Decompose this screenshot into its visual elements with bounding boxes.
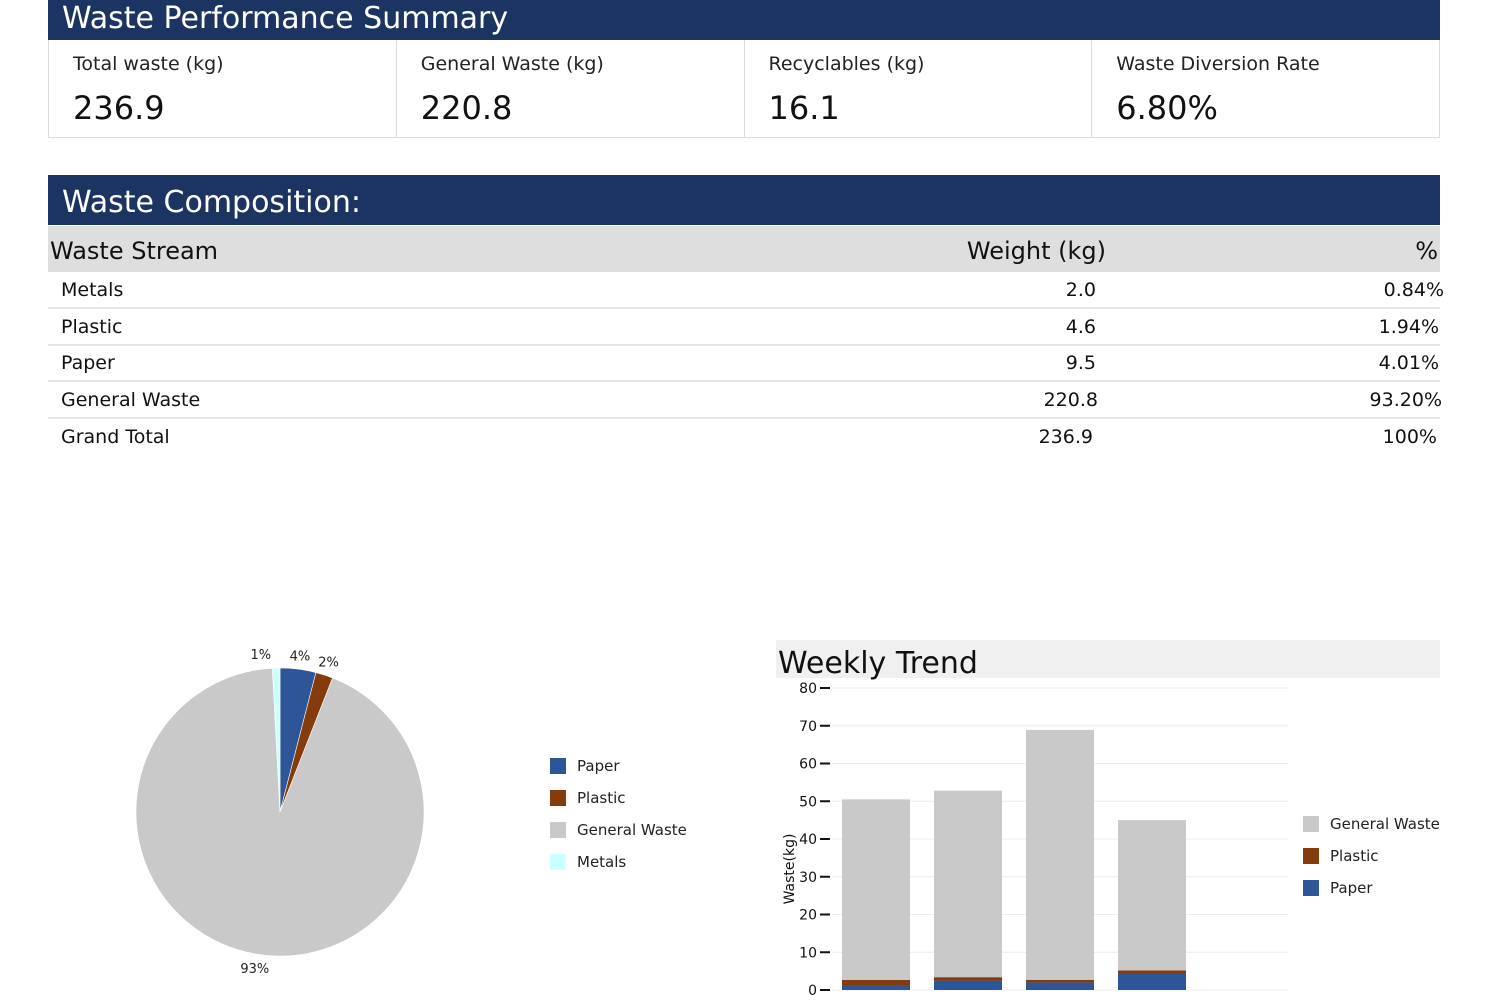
- bar-segment-plastic: [934, 977, 1002, 981]
- kpi-diversion-rate: Waste Diversion Rate 6.80%: [1092, 40, 1439, 137]
- pie-legend-swatch-plastic: [550, 790, 566, 806]
- cell-stream: Plastic: [61, 316, 123, 338]
- cell-weight: 4.6: [1065, 316, 1096, 338]
- pie-slice-general-waste: [135, 667, 425, 957]
- table-row: Plastic 4.6 1.94%: [48, 310, 1440, 346]
- header-waste-stream: Waste Stream: [50, 237, 219, 265]
- kpi-row: Total waste (kg) 236.9 General Waste (kg…: [48, 40, 1440, 138]
- bar-segment-paper: [842, 985, 910, 990]
- y-tick-label: 70: [799, 719, 817, 735]
- cell-percent: 1.94%: [1378, 316, 1439, 338]
- pie-legend-label-metals: Metals: [577, 853, 626, 871]
- pie-legend-label-general-waste: General Waste: [577, 821, 687, 839]
- cell-weight: 9.5: [1065, 352, 1096, 374]
- bar-legend-swatch-general-waste: [1303, 816, 1319, 832]
- y-tick-label: 60: [799, 757, 817, 773]
- table-row: General Waste 220.8 93.20%: [48, 383, 1442, 419]
- bar-segment-general-waste: [1026, 729, 1094, 980]
- bar-segment-plastic: [842, 979, 910, 986]
- kpi-recyclables: Recyclables (kg) 16.1: [745, 40, 1093, 137]
- bar-segment-paper: [934, 980, 1002, 990]
- bar-segment-general-waste: [1118, 820, 1186, 971]
- y-tick-label: 30: [799, 870, 817, 886]
- kpi-value: 16.1: [768, 89, 840, 127]
- bar-segment-plastic: [1118, 970, 1186, 974]
- bar-legend-swatch-paper: [1303, 880, 1319, 896]
- pie-label-general-waste: 93%: [240, 962, 269, 977]
- pie-legend-swatch-paper: [550, 758, 566, 774]
- composition-banner: Waste Composition:: [48, 175, 1440, 225]
- kpi-general-waste: General Waste (kg) 220.8: [397, 40, 745, 137]
- pie-label-plastic: 2%: [318, 656, 339, 671]
- pie-label-paper: 4%: [290, 649, 311, 664]
- bar-segment-general-waste: [934, 790, 1002, 978]
- bar-segment-paper: [1118, 973, 1186, 990]
- pie-legend-swatch-metals: [550, 854, 566, 870]
- cell-weight: 220.8: [1043, 389, 1098, 411]
- weekly-trend-title: Weekly Trend: [776, 640, 1440, 681]
- bar-legend-label-plastic: Plastic: [1330, 847, 1379, 865]
- cell-stream: General Waste: [61, 389, 201, 411]
- summary-banner: Waste Performance Summary: [48, 0, 1440, 40]
- kpi-value: 220.8: [420, 89, 513, 127]
- bar-segment-paper: [1026, 982, 1094, 990]
- pie-legend-label-plastic: Plastic: [577, 789, 626, 807]
- cell-weight: 2.0: [1065, 279, 1096, 301]
- header-percent: %: [1415, 237, 1438, 265]
- pie-legend-label-paper: Paper: [577, 757, 620, 775]
- cell-stream: Paper: [61, 352, 115, 374]
- cell-percent: 0.84%: [1383, 279, 1444, 301]
- y-tick-label: 50: [799, 794, 817, 810]
- cell-stream: Grand Total: [61, 426, 170, 448]
- pie-label-metals: 1%: [250, 648, 271, 663]
- cell-percent: 93.20%: [1369, 389, 1442, 411]
- pie-slice-metals: [272, 667, 281, 813]
- kpi-value: 236.9: [73, 89, 165, 127]
- cell-percent: 100%: [1382, 426, 1437, 448]
- cell-stream: Metals: [61, 279, 124, 301]
- bar-segment-general-waste: [842, 799, 910, 980]
- kpi-label: General Waste (kg): [420, 53, 604, 75]
- kpi-total-waste: Total waste (kg) 236.9: [49, 40, 397, 137]
- cell-percent: 4.01%: [1378, 352, 1439, 374]
- bar-segment-plastic: [1026, 979, 1094, 983]
- summary-title: Waste Performance Summary: [62, 1, 509, 36]
- cell-weight: 236.9: [1038, 426, 1093, 448]
- bar-legend-swatch-plastic: [1303, 848, 1319, 864]
- chart-title: Weekly Trend: [778, 646, 978, 681]
- table-header: Waste Stream Weight (kg) %: [48, 226, 1440, 272]
- pie-legend-swatch-general-waste: [550, 822, 566, 838]
- kpi-label: Recyclables (kg): [768, 53, 925, 75]
- table-row: Paper 9.5 4.01%: [48, 346, 1440, 382]
- y-tick-label: 40: [799, 832, 817, 848]
- kpi-value: 6.80%: [1116, 89, 1218, 127]
- kpi-label: Waste Diversion Rate: [1116, 53, 1320, 75]
- bar-legend-label-paper: Paper: [1330, 879, 1373, 897]
- table-row: Metals 2.0 0.84%: [48, 273, 1444, 309]
- y-axis-label: Waste(kg): [782, 834, 798, 905]
- y-tick-label: 20: [799, 908, 817, 924]
- kpi-label: Total waste (kg): [73, 53, 224, 75]
- composition-title: Waste Composition:: [62, 185, 361, 220]
- header-weight: Weight (kg): [966, 237, 1106, 265]
- bar-legend-label-general-waste: General Waste: [1330, 815, 1440, 833]
- table-row-total: Grand Total 236.9 100%: [48, 420, 1440, 456]
- y-tick-label: 10: [799, 945, 817, 961]
- y-tick-label: 0: [808, 983, 817, 999]
- y-tick-label: 80: [799, 681, 817, 697]
